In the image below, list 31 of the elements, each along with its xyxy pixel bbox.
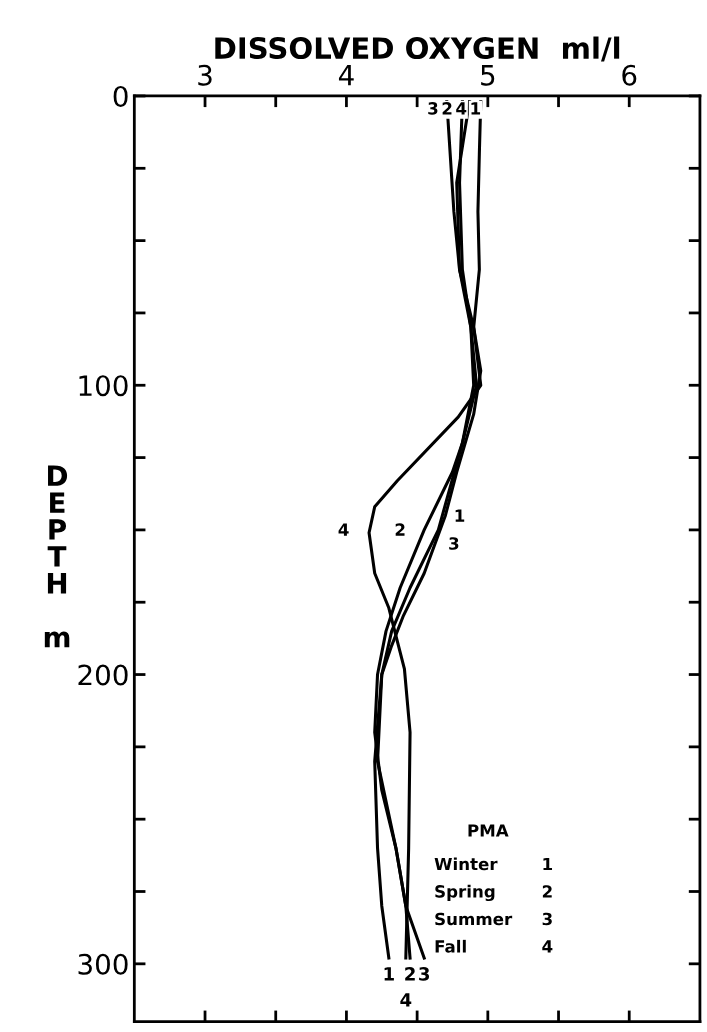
series-label: 1 <box>471 102 481 115</box>
annotation: Summer <box>435 912 513 926</box>
y-tick-label: 200 <box>78 664 128 686</box>
text: D E P T H m <box>44 465 70 648</box>
text: 4 <box>338 523 349 536</box>
series-label: 4 <box>456 102 467 115</box>
annotation: 1 <box>543 857 553 871</box>
series-label: 2 <box>405 967 415 981</box>
annotation: 2 <box>442 102 452 115</box>
x-tick-label: 6 <box>622 64 637 86</box>
text: 2 <box>395 523 405 536</box>
y-tick-label: 0 <box>113 85 128 107</box>
x-tick-label: 5 <box>481 65 495 86</box>
annotation: 2 <box>542 885 552 898</box>
series-label: 3 <box>428 102 438 115</box>
annotation: Winter <box>434 857 498 871</box>
x-axis-title: DISSOLVED OXYGEN ml/l <box>215 36 620 62</box>
text: 1 <box>455 509 465 522</box>
text: 3 <box>449 537 459 550</box>
annotation: 1 <box>384 967 394 981</box>
x-tick-label: 3 <box>198 64 212 86</box>
annotation: Spring <box>435 884 495 902</box>
annotation: 3 <box>542 912 552 926</box>
annotation: 3 <box>419 967 430 981</box>
y-tick-label: 100 <box>79 375 128 397</box>
y-tick-label: 300 <box>78 953 128 975</box>
legend-title: PMA <box>468 824 509 837</box>
annotation: Fall <box>435 939 466 953</box>
annotation: 4 <box>542 940 553 953</box>
x-tick-label: 4 <box>338 65 354 86</box>
annotation: 4 <box>400 993 412 1007</box>
